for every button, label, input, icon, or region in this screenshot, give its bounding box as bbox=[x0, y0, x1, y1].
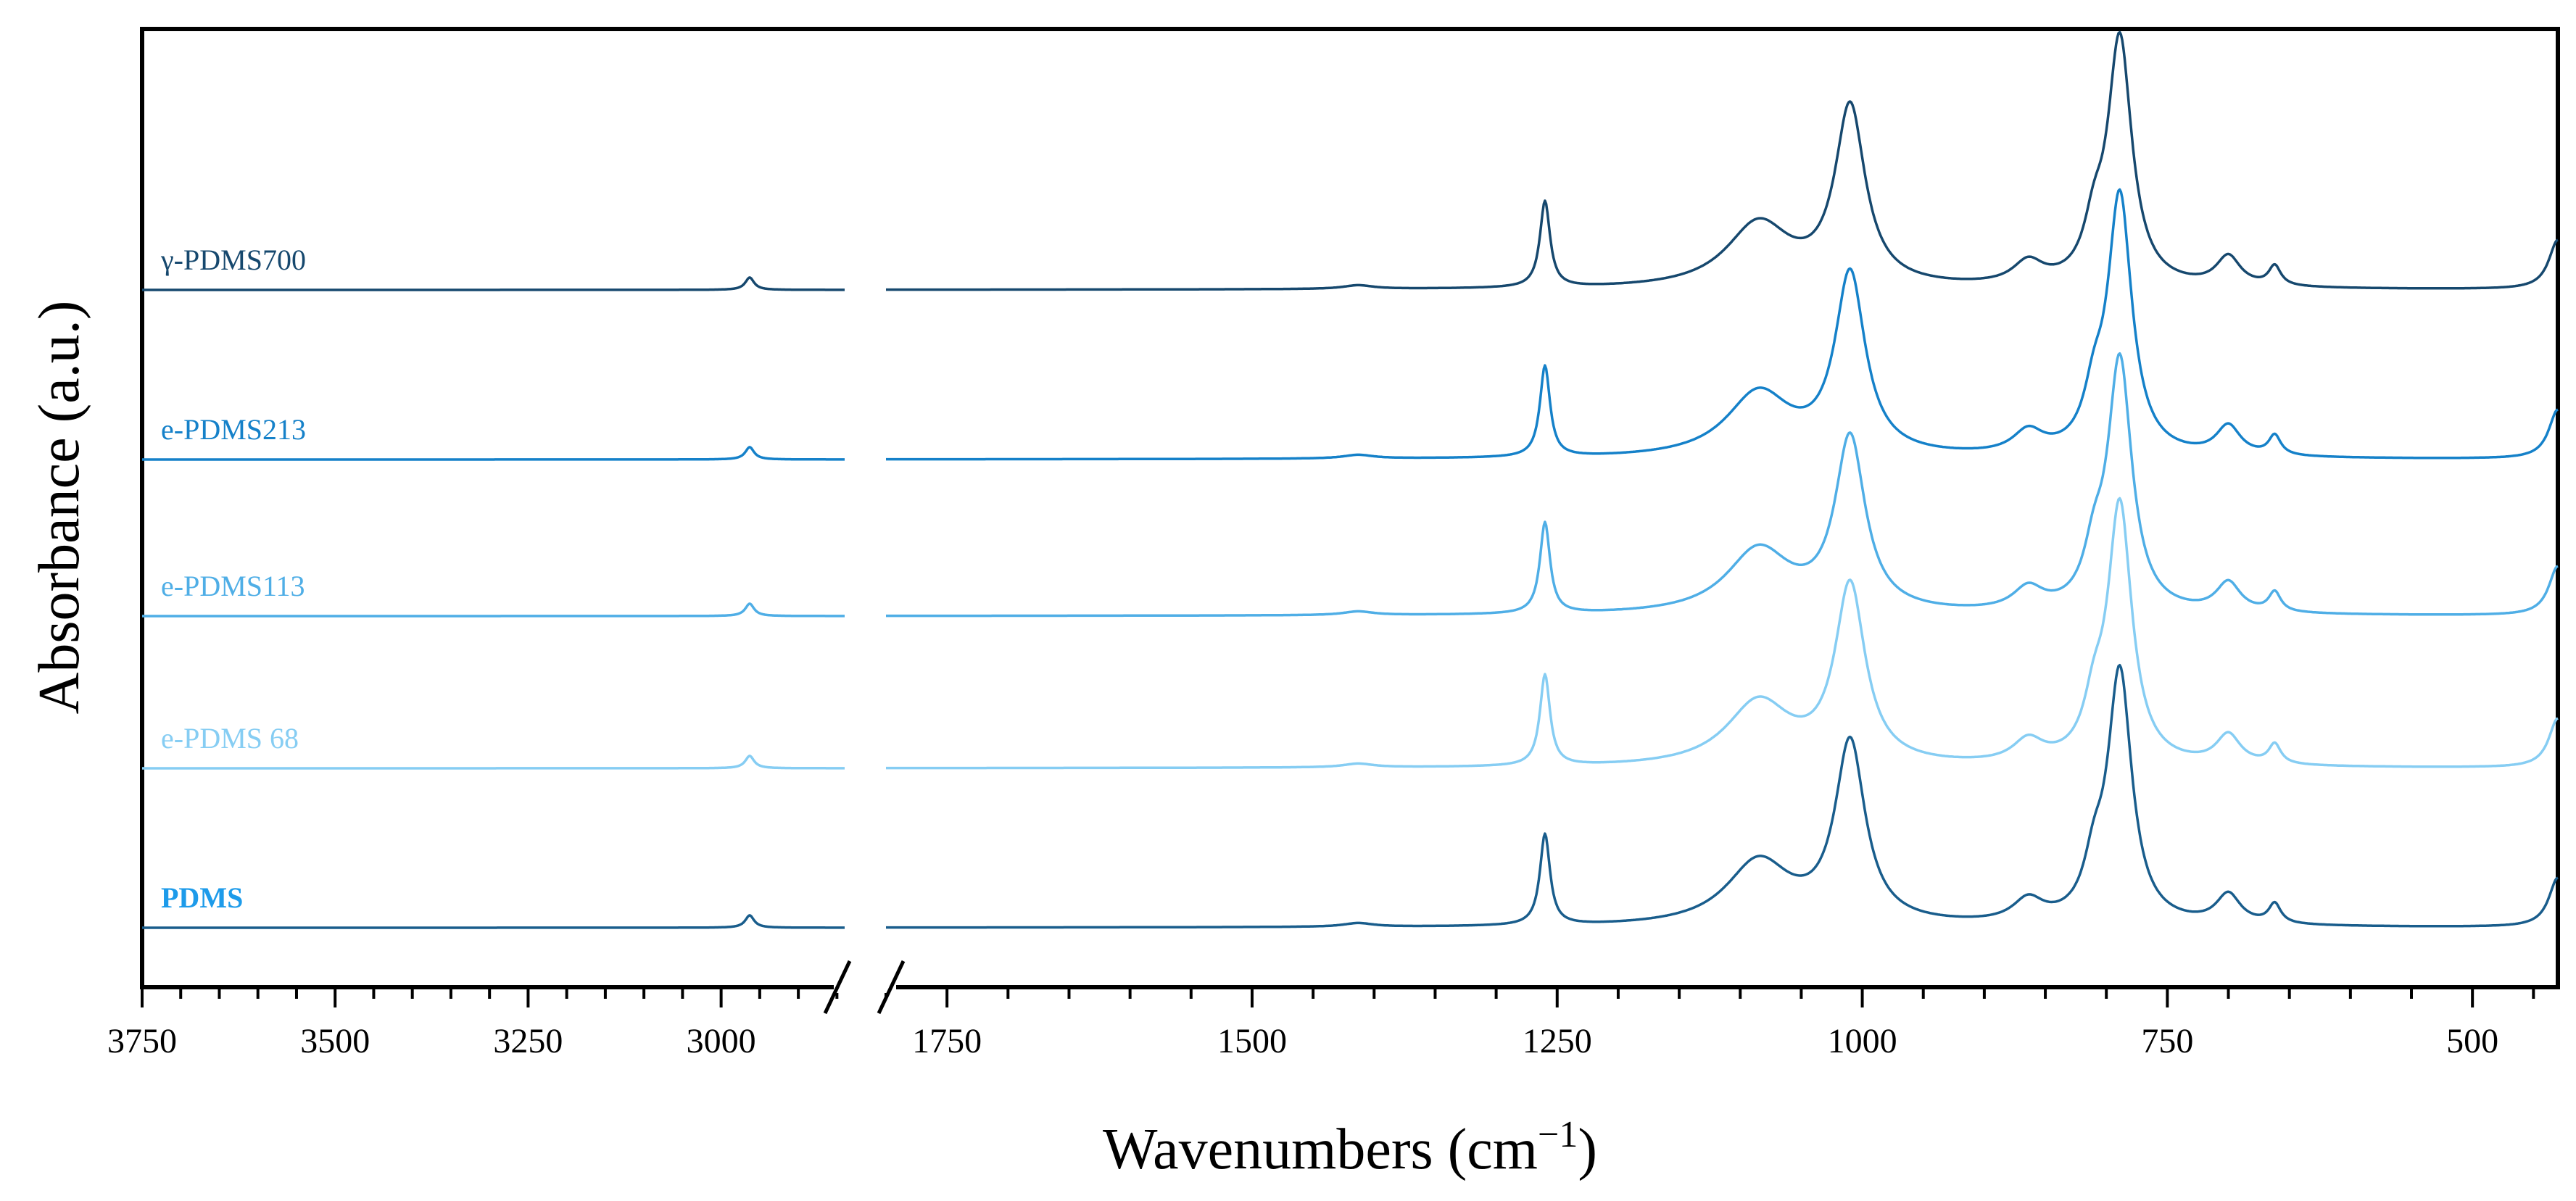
x-tick-label-1750: 1750 bbox=[912, 1022, 982, 1060]
plot-frame bbox=[140, 27, 2560, 989]
axis-break-slash-1 bbox=[823, 960, 852, 1015]
series-line-pdms-segment-2 bbox=[885, 663, 2559, 929]
axis-break bbox=[823, 960, 906, 1015]
series-label-e-pdms213: e-PDMS213 bbox=[161, 413, 306, 446]
x-tick-label-3250: 3250 bbox=[493, 1022, 563, 1060]
series-line-pdms-segment-1 bbox=[141, 914, 845, 929]
x-tick-label-1000: 1000 bbox=[1828, 1022, 1897, 1060]
series-line-e-pdms213-segment-1 bbox=[141, 446, 845, 461]
x-tick-label-750: 750 bbox=[2141, 1022, 2193, 1060]
series-line-e-pdms-68-segment-2 bbox=[885, 496, 2559, 770]
series-line-e-pdms113-segment-2 bbox=[885, 352, 2559, 618]
axis-break-slash-2 bbox=[877, 960, 906, 1015]
series-line-pdms700-segment-1 bbox=[141, 276, 845, 291]
series-label-e-pdms-68: e-PDMS 68 bbox=[161, 722, 299, 755]
x-tick-label-1250: 1250 bbox=[1523, 1022, 1592, 1060]
x-tick-label-3750: 3750 bbox=[107, 1022, 177, 1060]
series-label-pdms: PDMS bbox=[161, 881, 243, 914]
x-tick-label-500: 500 bbox=[2446, 1022, 2498, 1060]
series-line-e-pdms213-segment-2 bbox=[885, 188, 2559, 461]
x-tick-label-3500: 3500 bbox=[300, 1022, 370, 1060]
series-labels: γ-PDMS700 e-PDMS213 e-PDMS113 e-PDMS 68 PDMS bbox=[160, 244, 306, 914]
series-label-pdms700: γ-PDMS700 bbox=[160, 244, 306, 276]
x-axis-ticks: 3750 3500 3250 3000 1750 1500 1250 1000 750 500 bbox=[107, 987, 2535, 1060]
x-tick-label-1500: 1500 bbox=[1217, 1022, 1287, 1060]
series-layer bbox=[141, 30, 2559, 929]
series-line-pdms700-segment-2 bbox=[885, 30, 2559, 291]
x-tick-label-3000: 3000 bbox=[687, 1022, 756, 1060]
x-axis-title: Wavenumbers (cm−1) bbox=[1103, 1114, 1597, 1181]
series-line-e-pdms-68-segment-1 bbox=[141, 755, 845, 770]
x-axis-title-superscript: −1 bbox=[1538, 1114, 1578, 1155]
series-line-e-pdms113-segment-1 bbox=[141, 602, 845, 618]
y-axis-title: Absorbance (a.u.) bbox=[28, 301, 91, 715]
axis-break-gap bbox=[834, 981, 896, 993]
series-label-e-pdms113: e-PDMS113 bbox=[161, 570, 305, 602]
